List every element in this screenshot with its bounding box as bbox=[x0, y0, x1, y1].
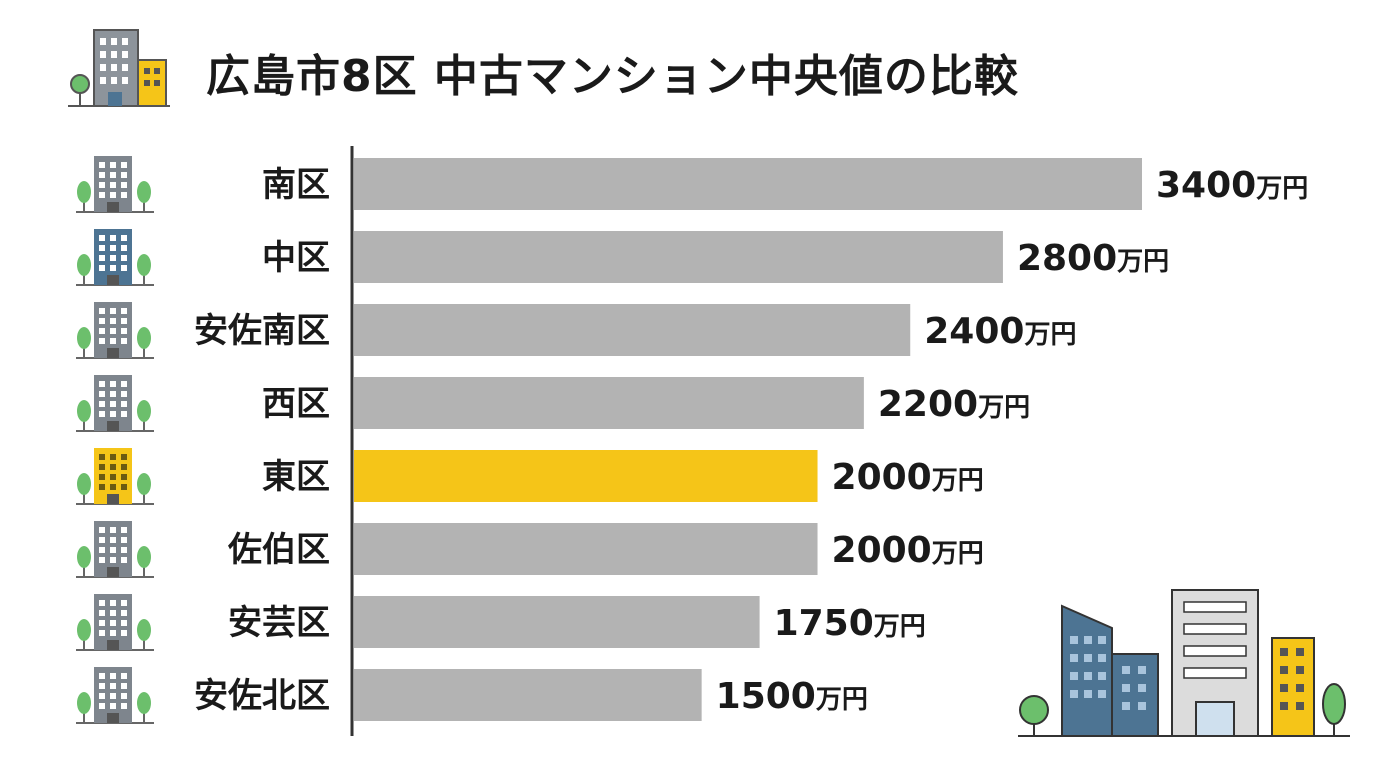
category-label: 安芸区 bbox=[228, 603, 330, 643]
bar bbox=[354, 523, 818, 575]
category-label: 安佐南区 bbox=[194, 311, 330, 351]
apartment-building-icon bbox=[76, 229, 154, 286]
value-label: 2400万円 bbox=[924, 311, 1076, 352]
bar bbox=[354, 596, 760, 648]
apartment-building-icon bbox=[76, 594, 154, 651]
bar bbox=[354, 377, 864, 429]
apartment-building-icon bbox=[76, 448, 154, 505]
bar bbox=[354, 304, 911, 356]
apartment-building-icon bbox=[76, 156, 154, 213]
buildings-icon bbox=[68, 29, 170, 107]
apartment-building-icon bbox=[76, 302, 154, 359]
category-label: 南区 bbox=[262, 165, 330, 205]
apartment-building-icon bbox=[76, 521, 154, 578]
category-label: 安佐北区 bbox=[194, 676, 330, 716]
value-label: 2000万円 bbox=[832, 457, 984, 498]
apartment-building-icon bbox=[76, 375, 154, 432]
bar bbox=[354, 231, 1003, 283]
category-label: 東区 bbox=[262, 457, 330, 497]
bar-highlighted bbox=[354, 450, 818, 502]
category-label: 西区 bbox=[262, 384, 330, 424]
value-label: 2800万円 bbox=[1017, 238, 1169, 279]
value-label: 1750万円 bbox=[774, 603, 926, 644]
category-label: 中区 bbox=[262, 238, 330, 278]
value-label: 3400万円 bbox=[1156, 165, 1308, 206]
bar bbox=[354, 158, 1142, 210]
apartment-building-icon bbox=[76, 667, 154, 724]
value-label: 2000万円 bbox=[832, 530, 984, 571]
bar bbox=[354, 669, 702, 721]
city-skyline-icon bbox=[1018, 589, 1350, 737]
chart-title: 広島市8区 中古マンション中央値の比較 bbox=[206, 51, 1019, 102]
value-label: 1500万円 bbox=[716, 676, 868, 717]
value-label: 2200万円 bbox=[878, 384, 1030, 425]
category-label: 佐伯区 bbox=[227, 530, 330, 570]
